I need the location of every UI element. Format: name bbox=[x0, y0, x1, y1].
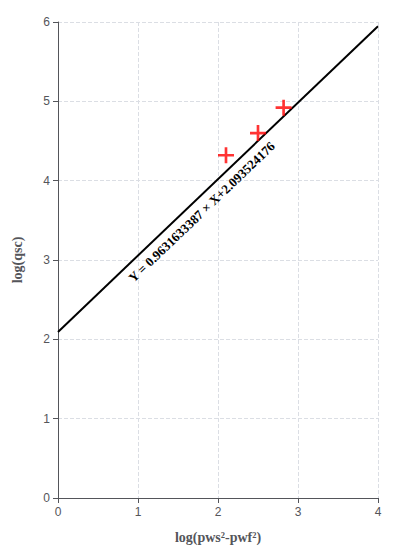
svg-text:3: 3 bbox=[43, 253, 50, 267]
svg-text:1: 1 bbox=[43, 412, 50, 426]
svg-text:5: 5 bbox=[43, 94, 50, 108]
svg-text:4: 4 bbox=[375, 505, 382, 519]
svg-text:2: 2 bbox=[43, 332, 50, 346]
svg-text:3: 3 bbox=[295, 505, 302, 519]
svg-text:0: 0 bbox=[55, 505, 62, 519]
svg-text:0: 0 bbox=[43, 491, 50, 505]
svg-text:1: 1 bbox=[135, 505, 142, 519]
svg-text:6: 6 bbox=[43, 15, 50, 29]
svg-text:Y = 0.9631633387 × X+2.0935241: Y = 0.9631633387 × X+2.093524176 bbox=[125, 138, 278, 285]
svg-text:4: 4 bbox=[43, 174, 50, 188]
svg-text:log(pws²-pwf²): log(pws²-pwf²) bbox=[175, 530, 262, 546]
svg-text:log(qsc): log(qsc) bbox=[10, 236, 26, 283]
svg-text:2: 2 bbox=[215, 505, 222, 519]
